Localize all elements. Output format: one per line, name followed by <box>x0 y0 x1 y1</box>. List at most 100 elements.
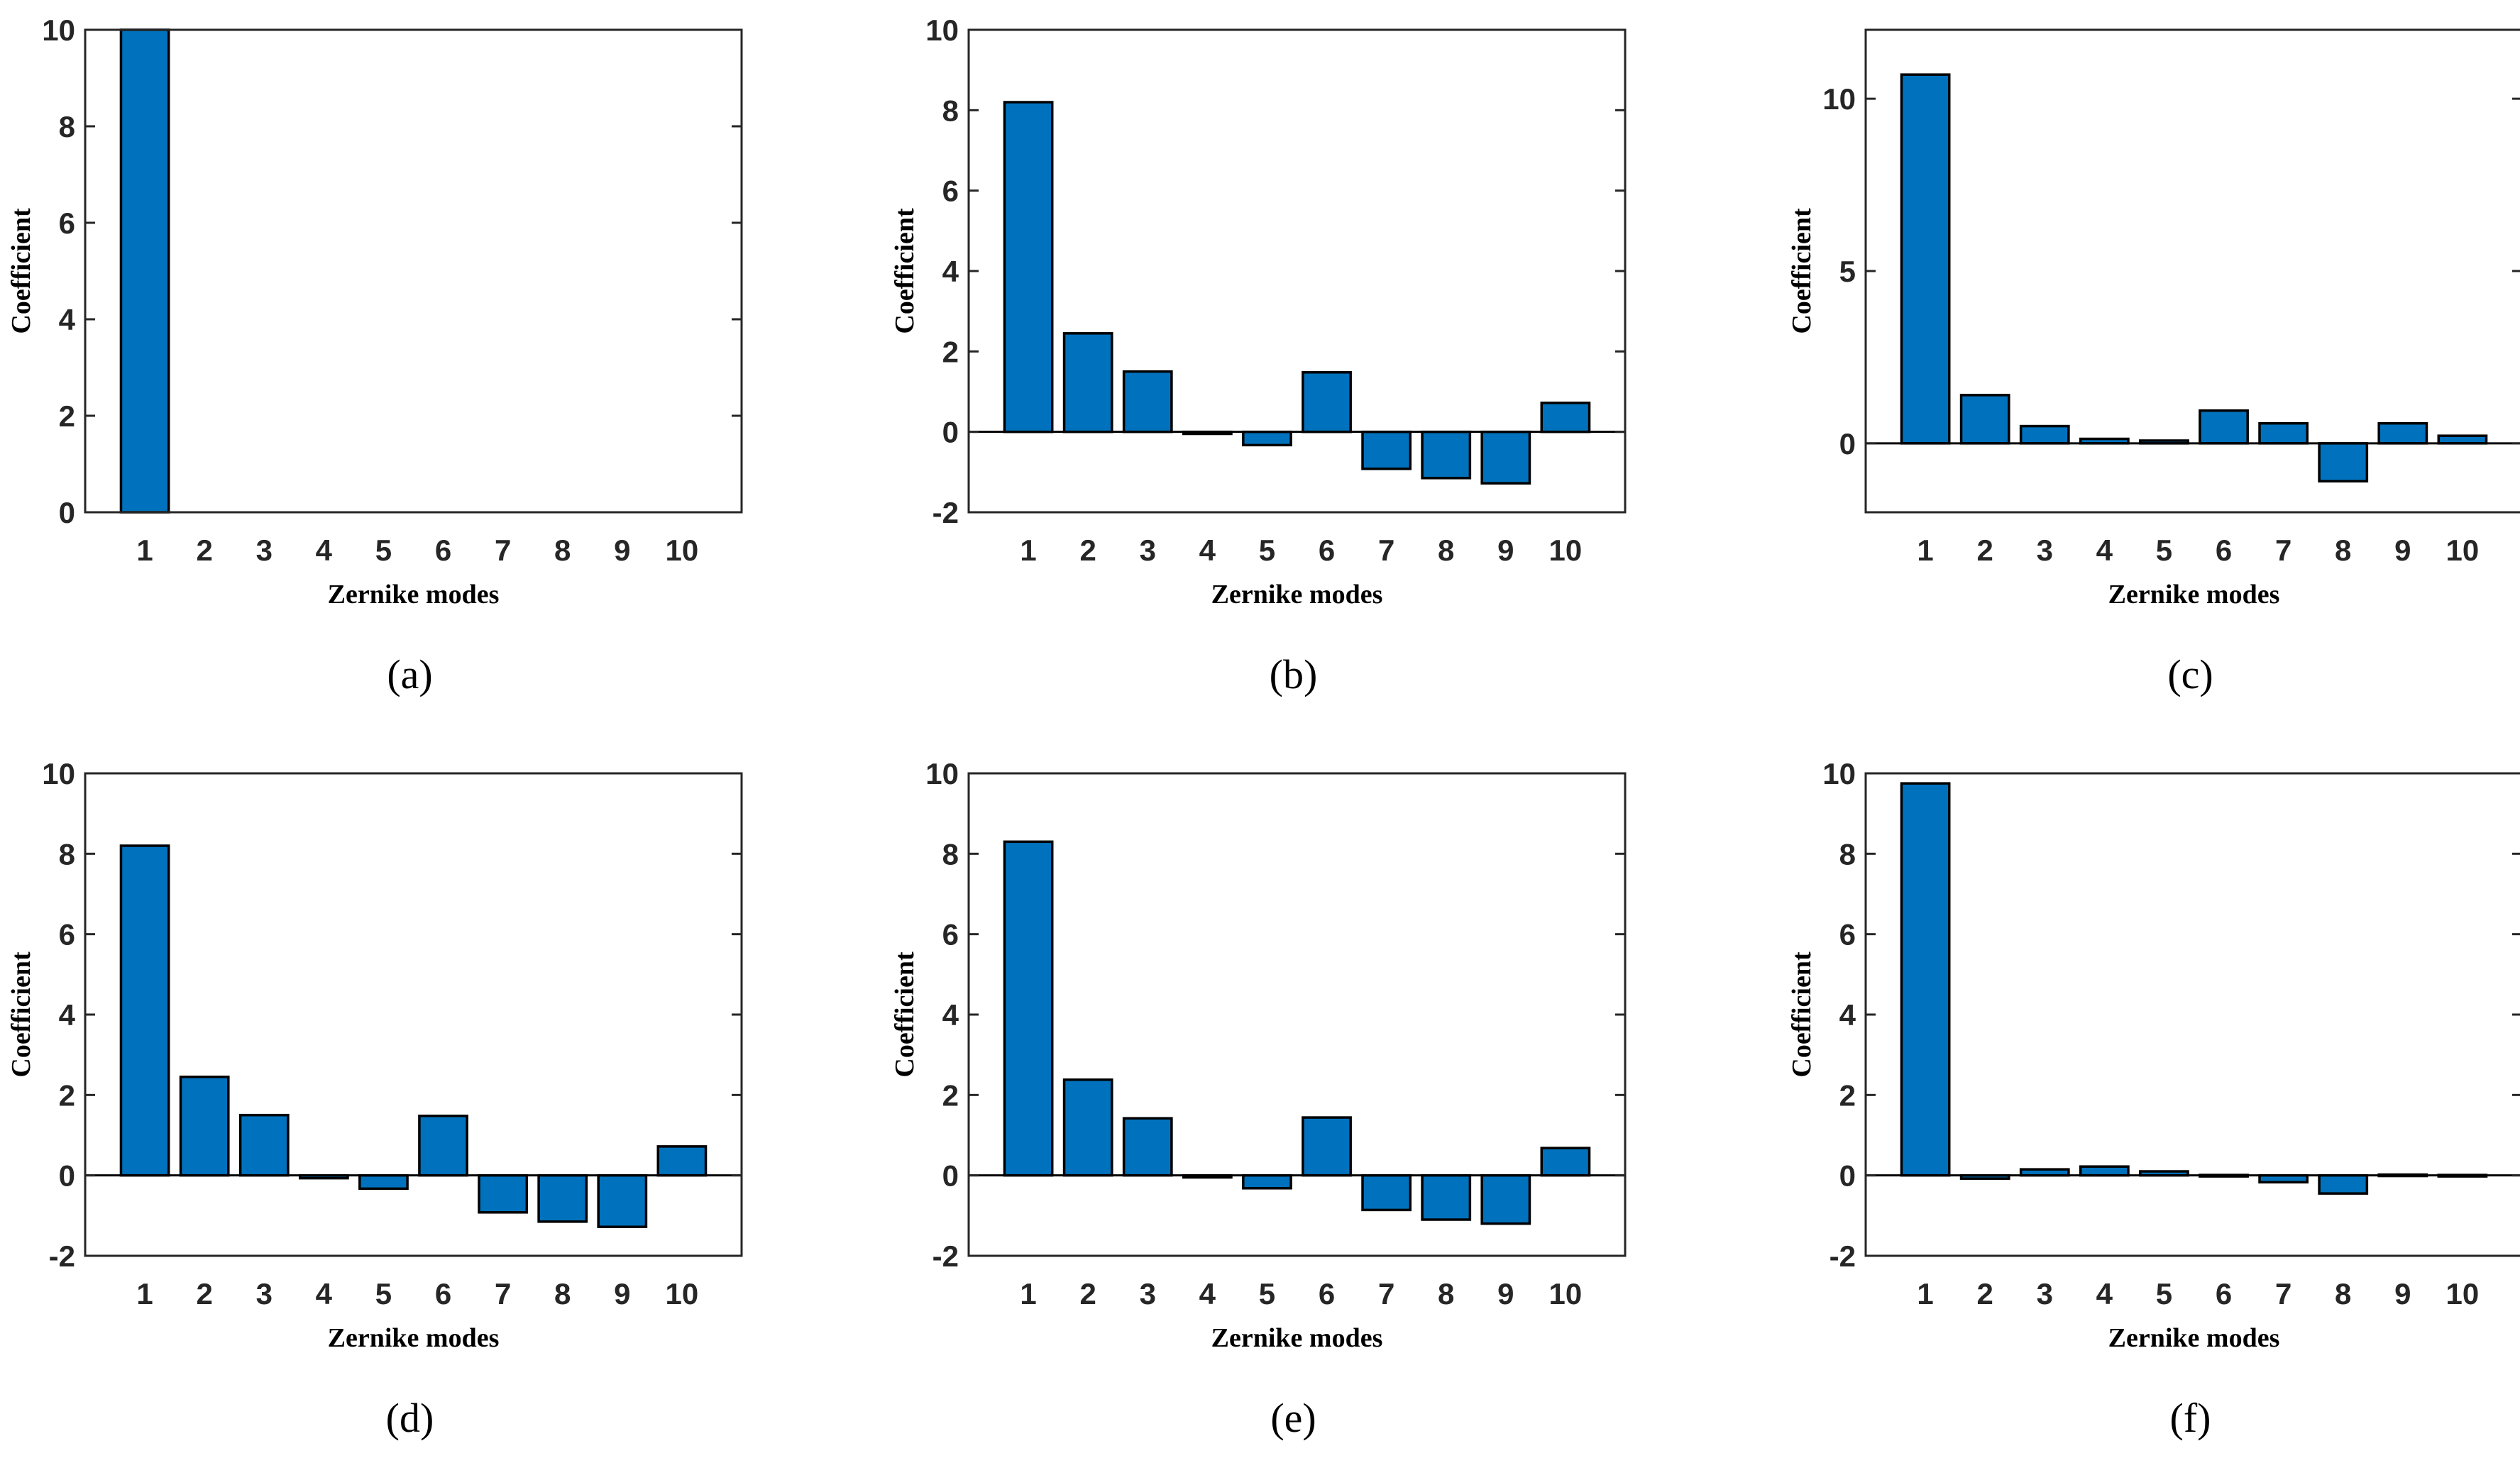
ytick-label-a: 10 <box>42 13 75 47</box>
ytick-label-e: 4 <box>942 998 959 1032</box>
panel-c: 0 5 10 1 2 3 4 5 6 7 8 9 10 Zernike modes Coefficient (… <box>1781 0 2520 736</box>
xtick-label-d: 3 <box>256 1277 273 1310</box>
xtick-label-d: 4 <box>316 1277 333 1310</box>
ytick-label-e: 6 <box>942 918 959 951</box>
ytick-label-a: 8 <box>59 110 75 143</box>
ytick-label-c: 0 <box>1839 427 1856 460</box>
ytick-label-e: 10 <box>925 757 959 790</box>
ytick-label-a: 2 <box>59 399 75 433</box>
bar-e-mode-8 <box>1421 1173 1472 1221</box>
xtick-label-f: 4 <box>2096 1277 2113 1310</box>
bar-d-mode-5 <box>358 1173 409 1191</box>
ytick-label-b: -2 <box>932 496 959 529</box>
ytick-label-d: 0 <box>59 1159 75 1193</box>
xtick-label-b: 4 <box>1199 534 1216 567</box>
y-axis-title-d: Coefficient <box>6 951 36 1078</box>
panel-caption-f: (f) <box>2170 1395 2211 1441</box>
ytick-label-d: 2 <box>59 1078 75 1112</box>
xtick-label-b: 3 <box>1140 534 1156 567</box>
bar-e-mode-2 <box>1062 1078 1113 1177</box>
x-axis-title-f: Zernike modes <box>2108 1323 2280 1353</box>
plot-frame-a <box>84 28 743 514</box>
xtick-label-c: 4 <box>2096 534 2113 567</box>
xtick-label-f: 1 <box>1917 1277 1933 1310</box>
panel-caption-a: (a) <box>387 651 432 697</box>
ytick-label-d: 4 <box>59 998 76 1032</box>
bar-c-mode-10 <box>2437 434 2488 445</box>
xtick-label-b: 7 <box>1378 534 1394 567</box>
xtick-label-b: 6 <box>1319 534 1335 567</box>
bar-b-mode-9 <box>1480 430 1531 485</box>
xtick-label-c: 9 <box>2394 534 2411 567</box>
bar-b-mode-7 <box>1361 430 1412 470</box>
xtick-label-e: 10 <box>1549 1277 1583 1310</box>
xtick-label-a: 9 <box>614 534 630 567</box>
bar-c-mode-8 <box>2318 442 2369 483</box>
bar-d-mode-6 <box>418 1115 468 1177</box>
xtick-label-b: 2 <box>1080 534 1096 567</box>
ytick-label-b: 6 <box>942 175 959 208</box>
x-axis-title-d: Zernike modes <box>328 1323 500 1353</box>
xtick-label-d: 1 <box>136 1277 153 1310</box>
ytick-label-b: 8 <box>942 94 959 127</box>
xtick-label-a: 1 <box>136 534 153 567</box>
panel-d: -2 0 2 4 6 8 10 1 2 3 4 5 6 7 8 9 10 Zernike modes Coeffic… <box>0 744 837 1480</box>
ytick-label-f: -2 <box>1830 1239 1856 1273</box>
ytick-label-b: 2 <box>942 335 959 368</box>
xtick-label-a: 8 <box>554 534 571 567</box>
bar-e-mode-3 <box>1122 1117 1173 1177</box>
xtick-label-c: 2 <box>1977 534 1993 567</box>
x-axis-title-c: Zernike modes <box>2108 580 2280 609</box>
chart-c: 0 5 10 1 2 3 4 5 6 7 8 9 10 Zernike modes Coefficient (… <box>1787 28 2520 697</box>
xtick-label-d: 8 <box>554 1277 571 1310</box>
plot-frame-f <box>1864 772 2520 1257</box>
bar-d-mode-8 <box>537 1173 588 1223</box>
bar-b-mode-5 <box>1242 430 1292 447</box>
x-axis-title-b: Zernike modes <box>1211 580 1383 609</box>
bar-d-mode-1 <box>119 844 170 1177</box>
bar-c-mode-7 <box>2258 421 2309 445</box>
bar-e-mode-7 <box>1361 1173 1412 1212</box>
bar-f-mode-4 <box>2079 1165 2130 1177</box>
ytick-label-f: 0 <box>1839 1159 1856 1193</box>
bar-d-mode-10 <box>656 1145 708 1177</box>
panel-f: -2 0 2 4 6 8 10 1 2 3 4 5 6 7 8 9 10 Zernike modes Coeffic… <box>1781 744 2520 1480</box>
xtick-label-f: 9 <box>2394 1277 2411 1310</box>
xtick-label-a: 5 <box>375 534 392 567</box>
xtick-label-a: 3 <box>256 534 273 567</box>
ytick-label-f: 2 <box>1839 1078 1856 1112</box>
xtick-label-f: 10 <box>2446 1277 2480 1310</box>
xtick-label-c: 3 <box>2037 534 2053 567</box>
ytick-label-a: 0 <box>59 496 75 529</box>
ytick-label-e: 8 <box>942 837 959 871</box>
bar-b-mode-8 <box>1421 430 1472 480</box>
bar-e-mode-5 <box>1242 1173 1292 1190</box>
ytick-label-d: -2 <box>49 1239 75 1273</box>
xtick-label-e: 9 <box>1497 1277 1514 1310</box>
xtick-label-b: 1 <box>1020 534 1036 567</box>
xtick-label-d: 10 <box>666 1277 699 1310</box>
bar-b-mode-1 <box>1003 101 1054 433</box>
xtick-label-c: 7 <box>2275 534 2291 567</box>
bar-b-mode-3 <box>1122 370 1173 433</box>
ytick-label-a: 4 <box>59 303 76 336</box>
xtick-label-f: 8 <box>2335 1277 2351 1310</box>
bar-e-mode-6 <box>1302 1116 1352 1177</box>
ytick-label-e: 2 <box>942 1078 959 1112</box>
x-axis-title-e: Zernike modes <box>1211 1323 1383 1353</box>
bar-a-mode-1 <box>119 28 170 514</box>
bar-b-mode-6 <box>1302 371 1352 433</box>
bar-c-mode-1 <box>1900 73 1951 445</box>
xtick-label-e: 7 <box>1378 1277 1394 1310</box>
xtick-label-d: 6 <box>435 1277 451 1310</box>
xtick-label-f: 7 <box>2275 1277 2291 1310</box>
ytick-label-a: 6 <box>59 206 75 240</box>
y-axis-title-c: Coefficient <box>1787 208 1817 334</box>
xtick-label-c: 1 <box>1917 534 1933 567</box>
panel-caption-c: (c) <box>2167 651 2213 697</box>
xtick-label-e: 4 <box>1199 1277 1216 1310</box>
